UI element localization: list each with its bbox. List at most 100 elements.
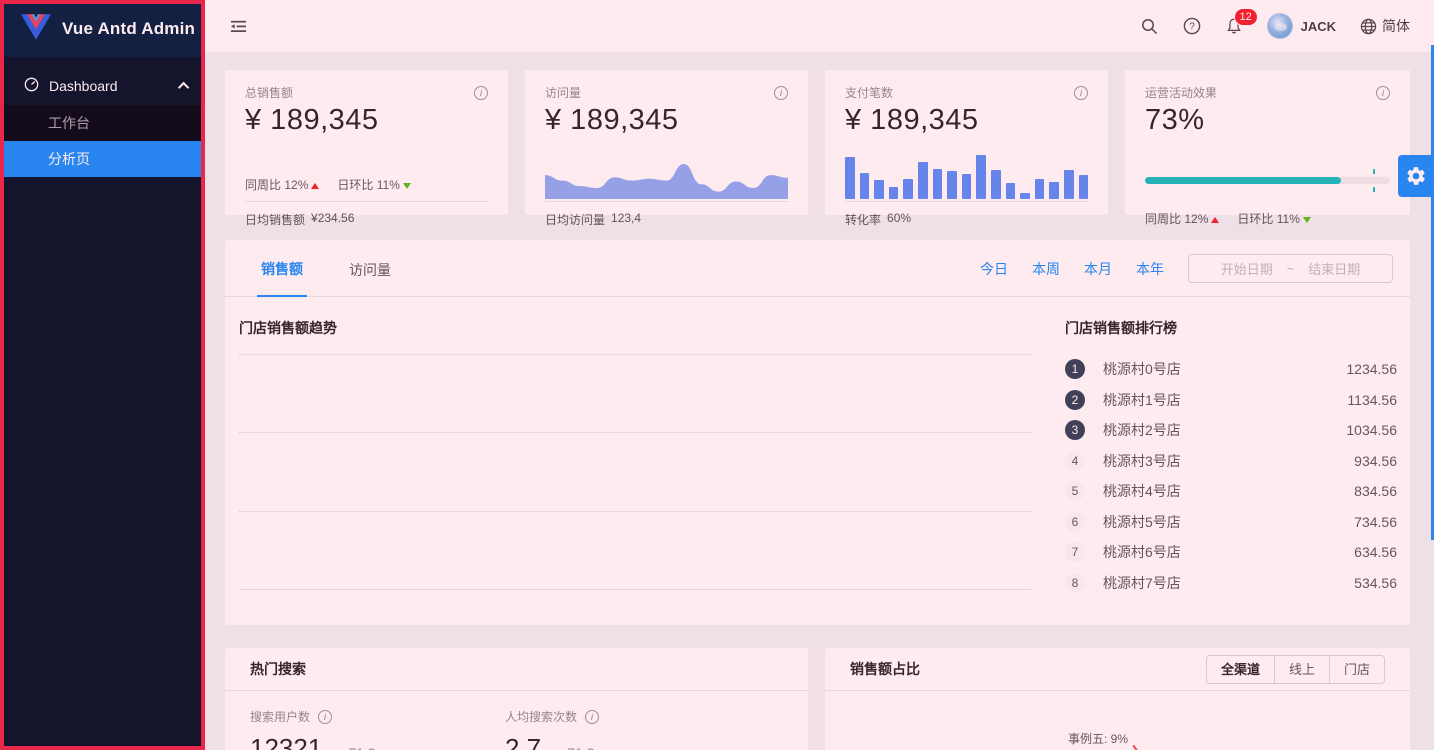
search-icon[interactable] [1141, 17, 1159, 35]
card-title: 总销售额 [245, 86, 294, 100]
ranking-row: 4 桃源村3号店 934.56 [1065, 446, 1397, 477]
range-link[interactable]: 今日 [980, 260, 1008, 277]
mini-bar [845, 157, 855, 199]
notification-badge: 12 [1233, 8, 1258, 26]
info-icon[interactable] [774, 85, 788, 100]
store-name: 桃源村4号店 [1103, 483, 1181, 500]
channel-button-group: 全渠道 线上 门店 [1205, 654, 1385, 684]
stat-card-activity: 运营活动效果 73% 同周比 12% 日环比 11% [1125, 70, 1410, 226]
footer-label: 转化率 [845, 213, 882, 227]
vue-logo-icon [20, 12, 52, 46]
mini-bar [976, 155, 986, 199]
range-link[interactable]: 本周 [1032, 260, 1060, 277]
mini-bar [1020, 193, 1030, 199]
avatar [1266, 13, 1293, 39]
pie-slice-label: 事例五: 9% [1068, 732, 1129, 746]
rank-badge: 1 [1065, 359, 1085, 380]
stat-card-payments: 支付笔数 ¥ 189,345 转化率 60% [825, 70, 1108, 227]
settings-gear-button[interactable] [1398, 155, 1434, 197]
rank-badge: 2 [1065, 389, 1085, 410]
store-name: 桃源村0号店 [1103, 361, 1181, 378]
scrollbar-thumb[interactable] [1431, 45, 1434, 540]
card-title: 支付笔数 [845, 86, 894, 100]
progress-target-tick [1372, 187, 1375, 192]
store-value: 834.56 [1354, 483, 1397, 500]
mini-bar [888, 187, 899, 199]
store-name: 桃源村5号店 [1103, 513, 1181, 530]
mini-bar [990, 170, 1001, 199]
notifications-bell-icon[interactable]: 12 [1225, 8, 1258, 35]
ranking-row: 1 桃源村0号店 1234.56 [1065, 354, 1397, 385]
menu-fold-icon[interactable] [229, 17, 247, 35]
app-title: Vue Antd Admin [62, 18, 196, 38]
svg-text:?: ? [1189, 22, 1195, 33]
channel-button[interactable]: 门店 [1328, 654, 1385, 684]
store-value: 1234.56 [1346, 361, 1397, 378]
card-title: 热门搜索 [250, 661, 306, 677]
rank-badge: 7 [1065, 542, 1085, 563]
help-icon[interactable]: ? [1183, 17, 1201, 35]
mini-bar [1005, 183, 1016, 199]
ranking-list: 1 桃源村0号店 1234.56 2 桃源村1号店 1134.56 3 桃源村2号店 1034.… [1065, 354, 1397, 598]
card-title: 销售额占比 [850, 661, 920, 677]
up-caret-icon [1211, 217, 1220, 223]
metric-label: 搜索用户数 [250, 710, 311, 724]
rank-badge: 3 [1065, 420, 1085, 441]
payments-value: ¥ 189,345 [845, 104, 979, 136]
up-caret-icon [311, 183, 320, 189]
sales-ratio-card: 销售额占比 全渠道 线上 门店 事例五: 9% [825, 648, 1410, 750]
down-caret-icon [1302, 217, 1311, 223]
start-date-placeholder[interactable]: 开始日期 [1220, 262, 1273, 277]
end-date-placeholder[interactable]: 结束日期 [1308, 262, 1361, 277]
language-switch[interactable]: 简体 [1360, 16, 1410, 36]
sales-tabbar: 销售额 访问量 今日 本周 本月 本年 开始日期 ~ 结束日期 [225, 240, 1410, 297]
metric-label: 人均搜索次数 [505, 710, 578, 724]
range-links: 今日 本周 本月 本年 [980, 259, 1188, 279]
store-value: 1134.56 [1347, 391, 1397, 408]
ranking-row: 8 桃源村7号店 534.56 [1065, 568, 1397, 599]
range-link[interactable]: 本月 [1084, 260, 1112, 277]
stat-card-total-sales: 总销售额 ¥ 189,345 同周比 12% 日环比 11% 日均销售额 ¥23… [225, 70, 508, 227]
total-sales-value: ¥ 189,345 [245, 104, 379, 136]
mini-bar [917, 162, 928, 199]
ranking-row: 5 桃源村4号店 834.56 [1065, 476, 1397, 507]
payments-bar-chart [845, 155, 1089, 199]
mini-bar [859, 173, 870, 199]
logo[interactable]: Vue Antd Admin [0, 0, 205, 57]
store-value: 634.56 [1354, 544, 1397, 561]
header: ? 12 JACK 简体 [205, 0, 1434, 52]
tab-visits[interactable]: 访问量 [349, 262, 391, 278]
mini-bar [874, 180, 884, 199]
store-name: 桃源村1号店 [1103, 391, 1181, 408]
visits-area-chart [545, 164, 788, 199]
ranking-row: 7 桃源村6号店 634.56 [1065, 537, 1397, 568]
mini-bar [961, 173, 972, 199]
mini-bar [932, 168, 943, 199]
store-name: 桃源村2号店 [1103, 422, 1181, 439]
channel-button[interactable]: 线上 [1273, 654, 1330, 684]
gear-icon [1407, 167, 1425, 185]
info-icon[interactable] [585, 709, 600, 724]
visits-value: ¥ 189,345 [545, 104, 679, 136]
footer-label: 日均访问量 [545, 213, 606, 227]
store-value: 534.56 [1354, 574, 1397, 591]
info-icon[interactable] [1074, 85, 1088, 100]
gridline [239, 432, 1031, 434]
mini-bar [903, 178, 913, 199]
user-menu[interactable]: JACK [1266, 13, 1336, 39]
store-value: 734.56 [1354, 513, 1397, 530]
date-range-picker[interactable]: 开始日期 ~ 结束日期 [1188, 254, 1393, 283]
range-link[interactable]: 本年 [1136, 260, 1164, 277]
channel-button[interactable]: 全渠道 [1205, 654, 1275, 684]
tab-sales[interactable]: 销售额 [257, 259, 307, 297]
info-icon[interactable] [1376, 85, 1390, 100]
info-icon[interactable] [474, 85, 488, 100]
sidebar-item-dashboard[interactable]: Dashboard [0, 67, 205, 105]
chevron-up-icon [177, 81, 190, 94]
user-name: JACK [1300, 18, 1336, 34]
gridline [239, 510, 1031, 512]
sidebar-item-analysis[interactable]: 分析页 [0, 141, 205, 177]
info-icon[interactable] [318, 709, 333, 724]
sidebar-item-workplace[interactable]: 工作台 [48, 115, 90, 131]
